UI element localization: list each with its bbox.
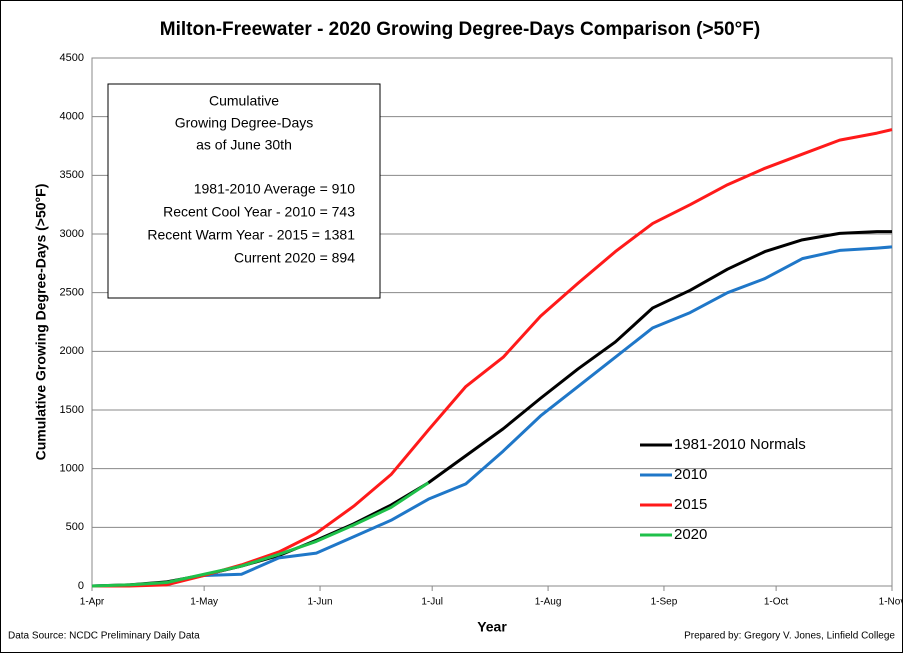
y-axis-label: Cumulative Growing Degree-Days (>50°F) [33, 184, 49, 461]
y-tick-label: 4000 [60, 111, 84, 123]
legend-label: 2015 [674, 496, 707, 513]
annotation-text: Current 2020 = 894 [234, 250, 355, 266]
x-tick-label: 1-Nov [879, 597, 903, 608]
y-tick-label: 3500 [60, 169, 84, 181]
series-line [91, 245, 893, 588]
annotation-box [107, 83, 381, 299]
legend-label: 1981-2010 Normals [674, 436, 806, 453]
x-tick-label: 1-Sep [651, 597, 678, 608]
y-tick-label: 4500 [60, 52, 84, 64]
x-tick-label: 1-Aug [535, 597, 562, 608]
y-tick-label: 1000 [60, 463, 84, 475]
x-tick-label: 1-Apr [80, 597, 105, 608]
y-tick-label: 0 [78, 580, 84, 592]
y-tick-label: 3000 [60, 228, 84, 240]
y-tick-label: 1500 [60, 404, 84, 416]
chart-title: Milton-Freewater - 2020 Growing Degree-D… [160, 19, 760, 40]
annotation-text: Growing Degree-Days [175, 115, 314, 131]
x-tick-label: 1-Oct [764, 597, 789, 608]
annotation-text: 1981-2010 Average = 910 [194, 181, 355, 197]
legend-label: 2020 [674, 526, 707, 543]
annotation-text: Recent Cool Year - 2010 = 743 [163, 204, 355, 220]
legend-label: 2010 [674, 466, 707, 483]
credit: Prepared by: Gregory V. Jones, Linfield … [684, 631, 895, 642]
y-tick-label: 2500 [60, 287, 84, 299]
y-tick-label: 500 [66, 521, 84, 533]
x-tick-label: 1-Jun [308, 597, 333, 608]
source: Data Source: NCDC Preliminary Daily Data [8, 631, 200, 642]
x-tick-label: 1-May [190, 597, 218, 608]
x-axis-label: Year [477, 619, 507, 635]
annotation-text: Cumulative [209, 93, 279, 109]
x-tick-label: 1-Jul [421, 597, 443, 608]
annotation-text: as of June 30th [196, 137, 292, 153]
series-line [91, 481, 430, 588]
y-tick-label: 2000 [60, 345, 84, 357]
annotation-text: Recent Warm Year - 2015 = 1381 [147, 227, 355, 243]
